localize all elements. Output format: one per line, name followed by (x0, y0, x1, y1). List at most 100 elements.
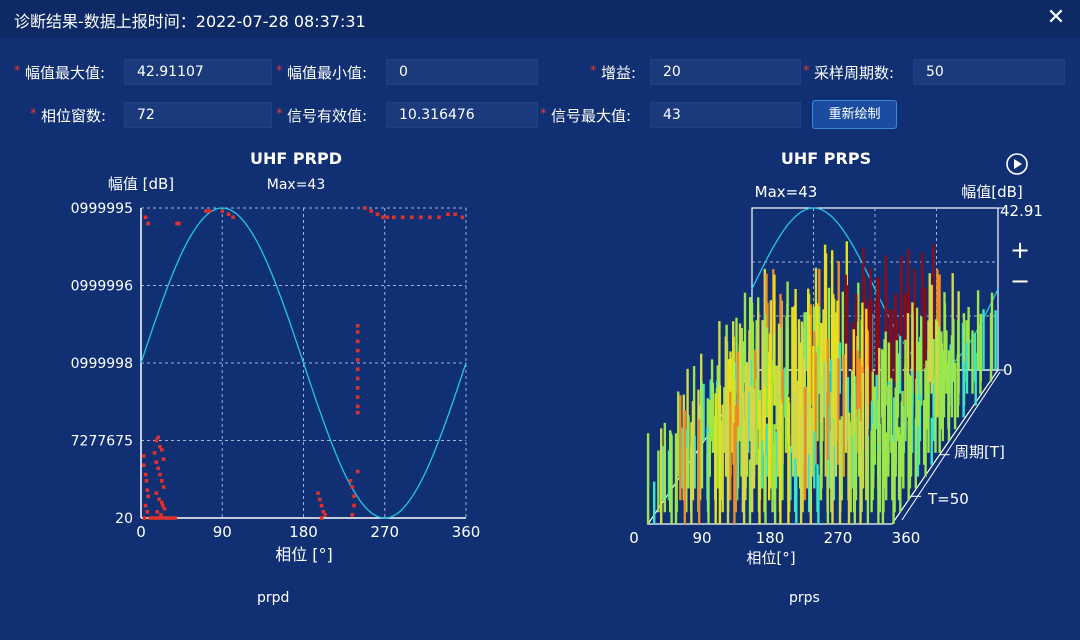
prpd-point (401, 215, 405, 220)
required-mark: * (30, 107, 37, 122)
prpd-point (317, 497, 322, 502)
prpd-point (143, 472, 148, 477)
prpd-point (319, 516, 324, 520)
prpd-point (177, 221, 181, 226)
prps-x-tick-label: 360 (892, 529, 921, 547)
prpd-point (151, 516, 156, 520)
signal-rms-input[interactable]: 10.316476 (386, 102, 538, 128)
prpd-y-axis-title: 幅值 [dB] (108, 175, 174, 193)
prpd-point (350, 485, 355, 489)
prps-max-label: Max=43 (755, 183, 818, 201)
prpd-point (141, 463, 146, 468)
prpd-y-tick-label: 0999995 (71, 201, 133, 217)
amp-max-label: 幅值最大值: (25, 64, 106, 82)
prpd-point (355, 386, 360, 390)
gain-label: 增益: (601, 64, 637, 82)
prpd-point (207, 209, 212, 213)
prps-x-tick-label: 0 (629, 529, 639, 547)
zoom-in-button[interactable]: + (1010, 236, 1030, 264)
prpd-point (355, 367, 360, 371)
sample-cycles-label: 采样周期数: (814, 64, 895, 82)
prpd-point (391, 215, 396, 220)
prpd-point (231, 215, 235, 220)
prpd-point (161, 485, 166, 489)
field-amp-max: * 幅值最大值: 42.91107 (14, 59, 274, 85)
prpd-point (428, 215, 432, 220)
prpd-point (155, 516, 160, 520)
prpd-point (173, 516, 178, 520)
prpd-x-tick-label: 180 (289, 523, 318, 541)
prpd-point (155, 510, 160, 514)
prpd-x-axis-title: 相位 [°] (275, 545, 333, 564)
prpd-y-tick-label: 7277675 (71, 434, 133, 450)
prpd-x-tick-label: 0 (136, 523, 146, 541)
prpd-point (352, 503, 356, 508)
prpd-x-tick-label: 360 (452, 523, 481, 541)
prpd-y-tick-label: 0999996 (71, 279, 133, 295)
required-mark: * (540, 107, 547, 122)
prps-period-axis (901, 371, 1001, 521)
prpd-point (437, 215, 441, 220)
prpd-point (321, 510, 326, 514)
prpd-point (146, 494, 151, 499)
prpd-chart: UHF PRPD Max=43 幅值 [dB] 相位 [°] 0 90 180 270… (71, 149, 481, 564)
prpd-point (204, 209, 208, 213)
prpd-point (319, 503, 324, 508)
prpd-point (355, 410, 360, 415)
prpd-point (141, 454, 146, 458)
prpd-point (446, 212, 450, 216)
prpd-point (350, 513, 355, 517)
prpd-max-label: Max=43 (267, 177, 326, 193)
field-amp-min: * 幅值最小值: 0 (276, 59, 541, 85)
play-circle-icon[interactable] (1006, 153, 1028, 175)
prpd-point (355, 395, 360, 399)
prpd-point (162, 506, 167, 511)
zoom-out-button[interactable]: − (1010, 267, 1030, 295)
required-mark: * (590, 64, 597, 79)
prps-bars (646, 241, 997, 524)
prpd-point (159, 516, 163, 520)
phase-windows-label: 相位窗数: (41, 107, 107, 125)
prps-x-axis-title: 相位[°] (746, 549, 795, 567)
field-signal-max: * 信号最大值: 43 (540, 102, 802, 128)
prpd-point (154, 460, 159, 464)
prpd-point (410, 215, 414, 220)
prpd-point (355, 348, 360, 353)
prpd-point (419, 215, 423, 220)
gain-input[interactable]: 20 (650, 59, 801, 85)
prpd-point (144, 479, 149, 483)
prpd-point (142, 516, 147, 520)
title-bar: 诊断结果-数据上报时间：2022-07-28 08:37:31 ✕ (0, 0, 1080, 38)
prpd-x-tick-label: 90 (213, 523, 232, 541)
prpd-caption: prpd (257, 590, 290, 606)
prpd-ticks: 0 90 180 270 360 20 7277675 0999998 0999996 09999… (71, 201, 481, 541)
prpd-y-tick-label: 20 (115, 511, 133, 527)
sample-cycles-input[interactable]: 50 (913, 59, 1065, 85)
signal-max-input[interactable]: 43 (650, 102, 801, 128)
prpd-point (175, 221, 179, 226)
redraw-button[interactable]: 重新绘制 (812, 100, 897, 129)
prpd-point (355, 376, 360, 381)
prpd-sine-reference (140, 207, 467, 519)
prps-caption: prps (789, 590, 820, 606)
prpd-point (159, 500, 164, 505)
prpd-point (145, 488, 150, 492)
prpd-point (156, 435, 160, 440)
prpd-sine-line (140, 207, 467, 519)
phase-windows-input[interactable]: 72 (124, 102, 272, 128)
prps-zmin-label: 0 (1003, 361, 1013, 379)
prpd-point (355, 358, 360, 362)
close-icon[interactable]: ✕ (1046, 5, 1066, 30)
prps-chart: UHF PRPS Max=43 幅值[dB] 42.91 0 周期[T] T=5… (629, 149, 1043, 567)
required-mark: * (276, 107, 283, 122)
prpd-point (152, 451, 157, 455)
prpd-point (146, 221, 151, 226)
amp-max-input[interactable]: 42.91107 (124, 59, 272, 85)
amp-min-input[interactable]: 0 (386, 59, 538, 85)
prpd-title: UHF PRPD (250, 149, 342, 168)
prps-period-label: 周期[T] (954, 443, 1005, 461)
window-title: 诊断结果-数据上报时间：2022-07-28 08:37:31 (14, 12, 366, 31)
field-sample-cycles: * 采样周期数: 50 (803, 59, 1068, 85)
prpd-point (355, 330, 360, 334)
prps-x-tick-label: 180 (756, 529, 785, 547)
